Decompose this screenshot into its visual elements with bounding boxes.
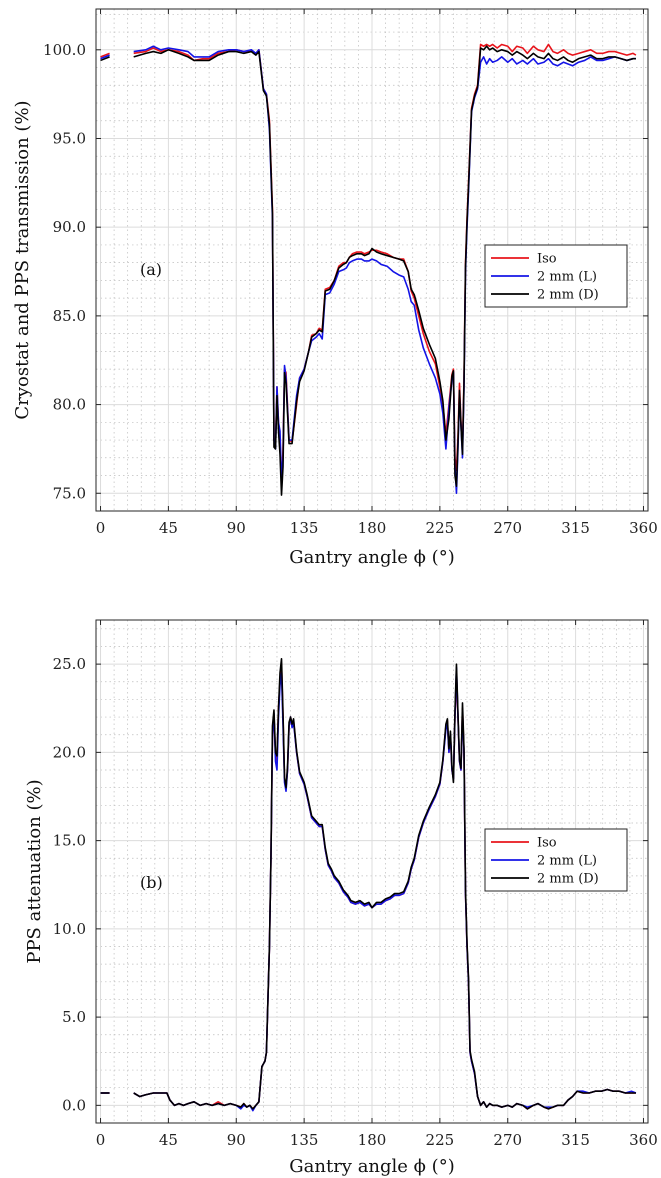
legend-entry-label: 2 mm (L) xyxy=(537,270,597,285)
y-axis-label: PPS attenuation (%) xyxy=(24,779,45,963)
x-axis-label: Gantry angle ϕ (°) xyxy=(289,547,454,568)
y-tick-label: 25.0 xyxy=(53,655,86,673)
y-tick-label: 95.0 xyxy=(53,129,86,147)
x-tick-label: 270 xyxy=(493,519,522,537)
y-tick-label: 85.0 xyxy=(53,307,86,325)
panel-b: 0 45 90 135 180 225 270 315 360 0.0 5.0 10.0 15.0 20.… xyxy=(24,619,658,1177)
x-tick-label: 225 xyxy=(426,519,455,537)
x-tick-label: 315 xyxy=(561,519,590,537)
x-tick-label: 180 xyxy=(358,1131,387,1149)
series-lines xyxy=(100,658,637,1112)
y-tick-label: 0.0 xyxy=(62,1096,86,1114)
panel-a: 0 45 90 135 180 225 270 315 360 75.0 80.0 85.0 90.0 9… xyxy=(12,8,658,568)
legend-entry-label: 2 mm (D) xyxy=(537,288,599,303)
x-tick-label: 225 xyxy=(426,1131,455,1149)
series-line xyxy=(133,45,636,496)
y-tick-label: 10.0 xyxy=(53,920,86,938)
x-tick-label: 45 xyxy=(159,519,178,537)
legend-entry-label: 2 mm (D) xyxy=(537,872,599,887)
legend: Iso 2 mm (L) 2 mm (D) xyxy=(484,828,628,892)
legend-entry-label: Iso xyxy=(537,252,557,267)
x-tick-label: 360 xyxy=(629,1131,658,1149)
x-tick-label: 0 xyxy=(96,519,106,537)
series-line xyxy=(100,56,110,62)
y-tick-label: 5.0 xyxy=(62,1008,86,1026)
y-tick-label: 100.0 xyxy=(43,41,86,59)
x-tick-label: 135 xyxy=(290,519,319,537)
legend: Iso 2 mm (L) 2 mm (D) xyxy=(484,244,628,308)
major-grid xyxy=(96,620,648,1123)
legend-entry-label: 2 mm (L) xyxy=(537,854,597,869)
legend-box xyxy=(484,244,628,308)
series-line xyxy=(133,658,636,1110)
series-line xyxy=(100,54,110,60)
x-tick-label: 180 xyxy=(358,519,387,537)
y-tick-label: 80.0 xyxy=(53,396,86,414)
x-tick-label: 360 xyxy=(629,519,658,537)
x-tick-label: 0 xyxy=(96,1131,106,1149)
x-tick-label: 90 xyxy=(227,519,246,537)
panel-label: (b) xyxy=(140,873,163,892)
legend-entry-label: Iso xyxy=(537,836,557,851)
y-tick-label: 90.0 xyxy=(53,218,86,236)
panel-label: (a) xyxy=(140,260,162,279)
x-tick-label: 45 xyxy=(159,1131,178,1149)
x-tick-label: 315 xyxy=(561,1131,590,1149)
y-axis-label: Cryostat and PPS transmission (%) xyxy=(12,100,33,419)
x-tick-label: 135 xyxy=(290,1131,319,1149)
y-tick-label: 15.0 xyxy=(53,832,86,850)
x-axis-label: Gantry angle ϕ (°) xyxy=(289,1156,454,1177)
series-lines xyxy=(100,43,637,496)
y-tick-label: 75.0 xyxy=(53,484,86,502)
x-tick-label: 90 xyxy=(227,1131,246,1149)
series-line xyxy=(100,52,110,58)
y-tick-label: 20.0 xyxy=(53,743,86,761)
x-tick-label: 270 xyxy=(493,1131,522,1149)
